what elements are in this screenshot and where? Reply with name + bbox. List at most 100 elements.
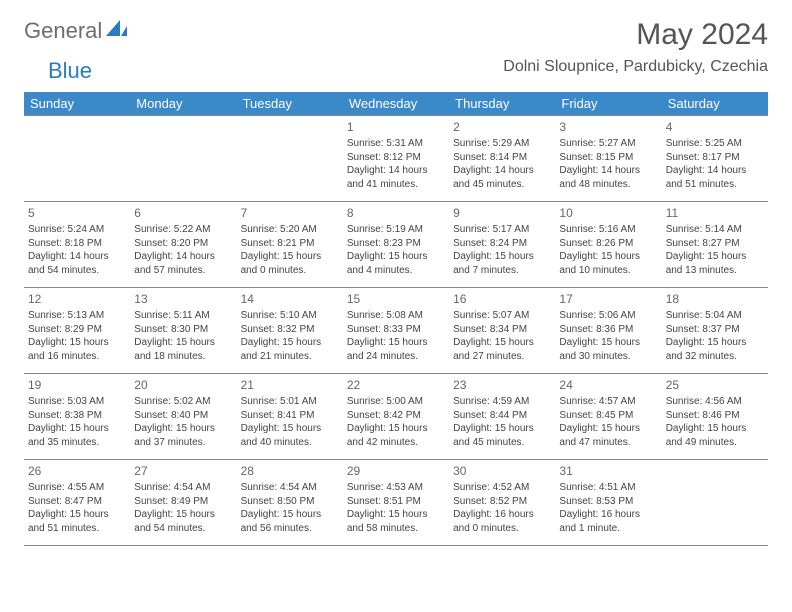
sunrise-text: Sunrise: 5:25 AM — [666, 137, 764, 151]
calendar-week-row: 5Sunrise: 5:24 AMSunset: 8:18 PMDaylight… — [24, 202, 768, 288]
daylight-text: Daylight: 15 hours and 47 minutes. — [559, 422, 657, 449]
daylight-text: Daylight: 15 hours and 58 minutes. — [347, 508, 445, 535]
day-number: 21 — [241, 377, 339, 393]
day-number: 15 — [347, 291, 445, 307]
calendar-week-row: 19 Sunrise: 5:03 AMSunset: 8:38 PM Dayligh… — [24, 374, 768, 460]
calendar-day-cell: 4Sunrise: 5:25 AMSunset: 8:17 PMDaylight… — [662, 116, 768, 202]
sunrise-text: Sunrise: 5:01 AM — [241, 395, 339, 409]
calendar-day-cell: 19Sunrise: 5:03 AMSunset: 8:38 PMDayligh… — [24, 374, 130, 460]
sunrise-text: Sunrise: 5:10 AM — [241, 309, 339, 323]
daylight-text: Daylight: 15 hours and 32 minutes. — [666, 336, 764, 363]
day-number: 18 — [666, 291, 764, 307]
calendar-day-cell: 3Sunrise: 5:27 AMSunset: 8:15 PMDaylight… — [555, 116, 661, 202]
daylight-text: Daylight: 15 hours and 18 minutes. — [134, 336, 232, 363]
location-text: Dolni Sloupnice, Pardubicky, Czechia — [503, 58, 768, 76]
calendar-day-cell: 22Sunrise: 5:00 AMSunset: 8:42 PMDayligh… — [343, 374, 449, 460]
calendar-day-cell: 18Sunrise: 5:04 AMSunset: 8:37 PMDayligh… — [662, 288, 768, 374]
day-number: 19 — [28, 377, 126, 393]
sunset-text: Sunset: 8:18 PM — [28, 237, 126, 251]
daylight-text: Daylight: 15 hours and 40 minutes. — [241, 422, 339, 449]
daylight-text: Daylight: 14 hours and 48 minutes. — [559, 164, 657, 191]
calendar-day-cell: 10Sunrise: 5:16 AMSunset: 8:26 PMDayligh… — [555, 202, 661, 288]
sunset-text: Sunset: 8:15 PM — [559, 151, 657, 165]
day-number: 28 — [241, 463, 339, 479]
sunrise-text: Sunrise: 5:31 AM — [347, 137, 445, 151]
day-number: 3 — [559, 119, 657, 135]
sunset-text: Sunset: 8:38 PM — [28, 409, 126, 423]
calendar-day-cell: 24Sunrise: 4:57 AMSunset: 8:45 PMDayligh… — [555, 374, 661, 460]
calendar-table: SundayMondayTuesdayWednesdayThursdayFrid… — [24, 92, 768, 546]
daylight-text: Daylight: 15 hours and 45 minutes. — [453, 422, 551, 449]
logo-text-general: General — [24, 18, 102, 44]
sunrise-text: Sunrise: 5:03 AM — [28, 395, 126, 409]
sunrise-text: Sunrise: 5:14 AM — [666, 223, 764, 237]
sunrise-text: Sunrise: 5:19 AM — [347, 223, 445, 237]
sunrise-text: Sunrise: 5:17 AM — [453, 223, 551, 237]
weekday-header: Tuesday — [237, 92, 343, 116]
sunset-text: Sunset: 8:51 PM — [347, 495, 445, 509]
calendar-day-cell: 8 Sunrise: 5:19 AMSunset: 8:23 PMDaylight… — [343, 202, 449, 288]
sunset-text: Sunset: 8:14 PM — [453, 151, 551, 165]
sunset-text: Sunset: 8:53 PM — [559, 495, 657, 509]
sunset-text: Sunset: 8:37 PM — [666, 323, 764, 337]
calendar-day-cell: 1Sunrise: 5:31 AMSunset: 8:12 PMDaylight… — [343, 116, 449, 202]
sunrise-text: Sunrise: 5:20 AM — [241, 223, 339, 237]
sunset-text: Sunset: 8:40 PM — [134, 409, 232, 423]
sunset-text: Sunset: 8:21 PM — [241, 237, 339, 251]
title-block: May 2024 Dolni Sloupnice, Pardubicky, Cz… — [503, 18, 768, 76]
day-number: 22 — [347, 377, 445, 393]
daylight-text: Daylight: 15 hours and 7 minutes. — [453, 250, 551, 277]
logo-text-blue: Blue — [48, 58, 92, 84]
calendar-day-cell: 30Sunrise: 4:52 AMSunset: 8:52 PMDayligh… — [449, 460, 555, 546]
sunrise-text: Sunrise: 5:00 AM — [347, 395, 445, 409]
sunrise-text: Sunrise: 5:08 AM — [347, 309, 445, 323]
calendar-day-cell: 14Sunrise: 5:10 AMSunset: 8:32 PMDayligh… — [237, 288, 343, 374]
daylight-text: Daylight: 15 hours and 0 minutes. — [241, 250, 339, 277]
sunrise-text: Sunrise: 5:13 AM — [28, 309, 126, 323]
daylight-text: Daylight: 16 hours and 1 minute. — [559, 508, 657, 535]
daylight-text: Daylight: 15 hours and 51 minutes. — [28, 508, 126, 535]
sunrise-text: Sunrise: 4:55 AM — [28, 481, 126, 495]
calendar-day-cell: 11Sunrise: 5:14 AMSunset: 8:27 PMDayligh… — [662, 202, 768, 288]
daylight-text: Daylight: 16 hours and 0 minutes. — [453, 508, 551, 535]
daylight-text: Daylight: 14 hours and 41 minutes. — [347, 164, 445, 191]
sunset-text: Sunset: 8:47 PM — [28, 495, 126, 509]
sunset-text: Sunset: 8:46 PM — [666, 409, 764, 423]
day-number: 8 — [347, 205, 445, 221]
day-number: 23 — [453, 377, 551, 393]
day-number: 6 — [134, 205, 232, 221]
weekday-header: Friday — [555, 92, 661, 116]
sunset-text: Sunset: 8:36 PM — [559, 323, 657, 337]
weekday-header: Saturday — [662, 92, 768, 116]
calendar-day-cell: 21Sunrise: 5:01 AMSunset: 8:41 PMDayligh… — [237, 374, 343, 460]
day-number: 1 — [347, 119, 445, 135]
calendar-day-cell: 29Sunrise: 4:53 AMSunset: 8:51 PMDayligh… — [343, 460, 449, 546]
daylight-text: Daylight: 15 hours and 16 minutes. — [28, 336, 126, 363]
daylight-text: Daylight: 14 hours and 57 minutes. — [134, 250, 232, 277]
calendar-day-cell: 2Sunrise: 5:29 AMSunset: 8:14 PMDaylight… — [449, 116, 555, 202]
sunrise-text: Sunrise: 5:24 AM — [28, 223, 126, 237]
calendar-day-cell — [24, 116, 130, 202]
daylight-text: Daylight: 15 hours and 4 minutes. — [347, 250, 445, 277]
daylight-text: Daylight: 15 hours and 27 minutes. — [453, 336, 551, 363]
day-number: 30 — [453, 463, 551, 479]
day-number: 29 — [347, 463, 445, 479]
sunset-text: Sunset: 8:23 PM — [347, 237, 445, 251]
calendar-day-cell: 25Sunrise: 4:56 AMSunset: 8:46 PMDayligh… — [662, 374, 768, 460]
daylight-text: Daylight: 14 hours and 45 minutes. — [453, 164, 551, 191]
calendar-day-cell: 23Sunrise: 4:59 AMSunset: 8:44 PMDayligh… — [449, 374, 555, 460]
weekday-header: Thursday — [449, 92, 555, 116]
sunset-text: Sunset: 8:17 PM — [666, 151, 764, 165]
sunrise-text: Sunrise: 5:06 AM — [559, 309, 657, 323]
day-number: 17 — [559, 291, 657, 307]
sunrise-text: Sunrise: 5:11 AM — [134, 309, 232, 323]
sunrise-text: Sunrise: 4:56 AM — [666, 395, 764, 409]
day-number: 25 — [666, 377, 764, 393]
calendar-day-cell: 28Sunrise: 4:54 AMSunset: 8:50 PMDayligh… — [237, 460, 343, 546]
sunrise-text: Sunrise: 5:22 AM — [134, 223, 232, 237]
calendar-day-cell — [130, 116, 236, 202]
calendar-day-cell: 26Sunrise: 4:55 AMSunset: 8:47 PMDayligh… — [24, 460, 130, 546]
sunset-text: Sunset: 8:24 PM — [453, 237, 551, 251]
day-number: 10 — [559, 205, 657, 221]
sunset-text: Sunset: 8:32 PM — [241, 323, 339, 337]
